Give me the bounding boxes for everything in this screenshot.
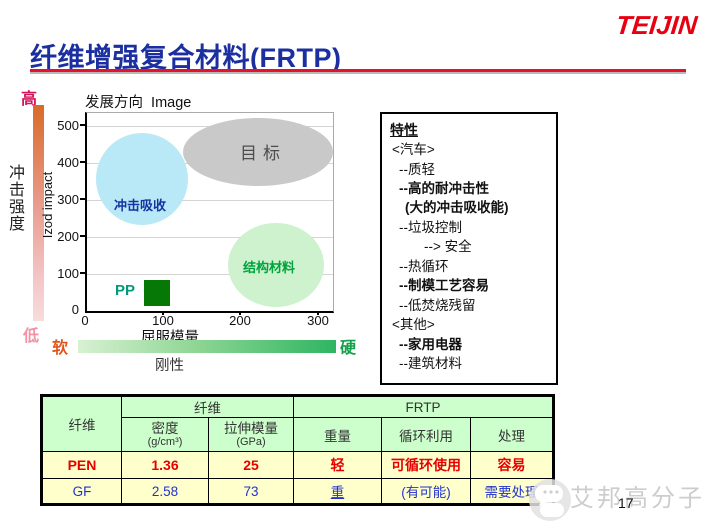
cell-gf-weight: 重 [293, 478, 382, 505]
impact-gradient-bar [33, 105, 44, 321]
features-title: 特性 [390, 122, 418, 138]
title-underline [30, 69, 686, 74]
table-header-recycle: 循环利用 [381, 417, 471, 452]
table-group-header-frtp: FRTP [293, 395, 554, 418]
x-tick-100: 100 [152, 313, 174, 328]
header-density-line2: (g/cm³) [147, 435, 183, 448]
table-header-disposal: 处理 [470, 417, 554, 452]
y-tick-500: 500 [57, 118, 79, 133]
page-number: 17 [618, 495, 634, 511]
bubble-target [183, 118, 333, 186]
header-modulus-line2: (GPa) [236, 435, 266, 448]
bubble-label-target: 目标 [240, 144, 286, 163]
y-tick-0: 0 [71, 302, 79, 317]
cell-pen-modulus: 25 [208, 451, 294, 479]
features-line: --> 安全 [424, 239, 472, 255]
gridline [87, 237, 333, 238]
y-tick-mark [80, 124, 85, 126]
impact-high-label: 高 [21, 91, 38, 108]
gridline [87, 274, 333, 275]
features-line: --高的耐冲击性 [399, 181, 489, 197]
table-header-density: 密度 (g/cm³) [121, 417, 209, 452]
cell-gf-name: GF [41, 478, 122, 505]
teijin-logo: TEIJIN [614, 10, 699, 40]
y-tick-mark [80, 161, 85, 163]
gridline [87, 200, 333, 201]
x-tick-0: 0 [81, 313, 89, 328]
features-line: --热循环 [399, 258, 449, 274]
bubble-chart-plot-area: 冲击吸收 目标 结构材料 PP [85, 112, 334, 313]
x-tick-200: 200 [229, 313, 251, 328]
table-row-gf: GF 2.58 73 重 (有可能) 需要处理 [41, 478, 554, 505]
y-tick-100: 100 [57, 266, 79, 281]
y-tick-300: 300 [57, 192, 79, 207]
features-line: --建筑材料 [399, 355, 462, 371]
material-comparison-table: 纤维 纤维 FRTP 密度 (g/cm³) 拉伸模量 (GPa) 重量 循环利用… [40, 394, 555, 506]
table-header-weight: 重量 [293, 417, 382, 452]
y-tick-mark [80, 198, 85, 200]
watermark-text: 艾邦高分子 [570, 485, 705, 512]
watermark-logo-icon [527, 477, 573, 528]
features-line: <汽车> [392, 142, 435, 158]
cell-pen-weight: 轻 [293, 451, 382, 479]
features-line: --制模工艺容易 [399, 278, 489, 294]
impact-low-label: 低 [23, 328, 40, 345]
cell-gf-recycle: (有可能) [381, 478, 471, 505]
features-line: --质轻 [399, 161, 435, 177]
page-title: 纤维增强复合材料(FRTP) [30, 43, 342, 73]
cell-pen-disposal: 容易 [470, 451, 554, 479]
table-group-header-fiber: 纤维 [121, 395, 294, 418]
cell-gf-weight-text: 重 [330, 485, 345, 500]
y-tick-mark [80, 272, 85, 274]
x-tick-300: 300 [307, 313, 329, 328]
stiffness-hard-label: 硬 [340, 340, 357, 357]
cell-pen-recycle: 可循环使用 [381, 451, 471, 479]
bubble-impact-absorption [96, 133, 188, 225]
bubble-structural-material [228, 223, 324, 307]
bubble-label-pp: PP [115, 282, 136, 299]
features-line: <其他> [392, 317, 435, 333]
features-line: (大的冲击吸收能) [405, 200, 509, 216]
bubble-label-impact-absorption: 冲击吸收 [114, 198, 167, 213]
table-row-pen: PEN 1.36 25 轻 可循环使用 容易 [41, 451, 554, 479]
features-line: --家用电器 [399, 336, 462, 352]
features-line: --低焚烧残留 [399, 297, 476, 313]
x-tick-mark [239, 311, 241, 315]
pp-data-square [144, 280, 170, 306]
cell-gf-density: 2.58 [121, 478, 209, 505]
bubble-label-structural-material: 结构材料 [243, 260, 296, 275]
features-line: --垃圾控制 [399, 219, 462, 235]
features-box: 特性 <汽车> --质轻 --高的耐冲击性 (大的冲击吸收能) --垃圾控制 -… [380, 112, 558, 385]
cell-gf-modulus: 73 [208, 478, 294, 505]
x-tick-mark [317, 311, 319, 315]
cell-pen-density: 1.36 [121, 451, 209, 479]
y-tick-200: 200 [57, 229, 79, 244]
stiffness-gradient-bar [78, 340, 336, 353]
impact-axis-label-cn: 冲击强度 [6, 164, 23, 232]
stiffness-axis-label: 刚性 [155, 358, 184, 374]
stiffness-soft-label: 软 [52, 340, 69, 357]
table-corner-header: 纤维 [41, 395, 122, 452]
header-modulus-line1: 拉伸模量 [224, 421, 278, 437]
cell-pen-name: PEN [41, 451, 122, 479]
header-density-line1: 密度 [151, 421, 179, 437]
y-tick-mark [80, 235, 85, 237]
y-tick-400: 400 [57, 155, 79, 170]
chart-title: 发展方向 Image [85, 95, 192, 111]
table-header-modulus: 拉伸模量 (GPa) [208, 417, 294, 452]
x-tick-mark [162, 311, 164, 315]
